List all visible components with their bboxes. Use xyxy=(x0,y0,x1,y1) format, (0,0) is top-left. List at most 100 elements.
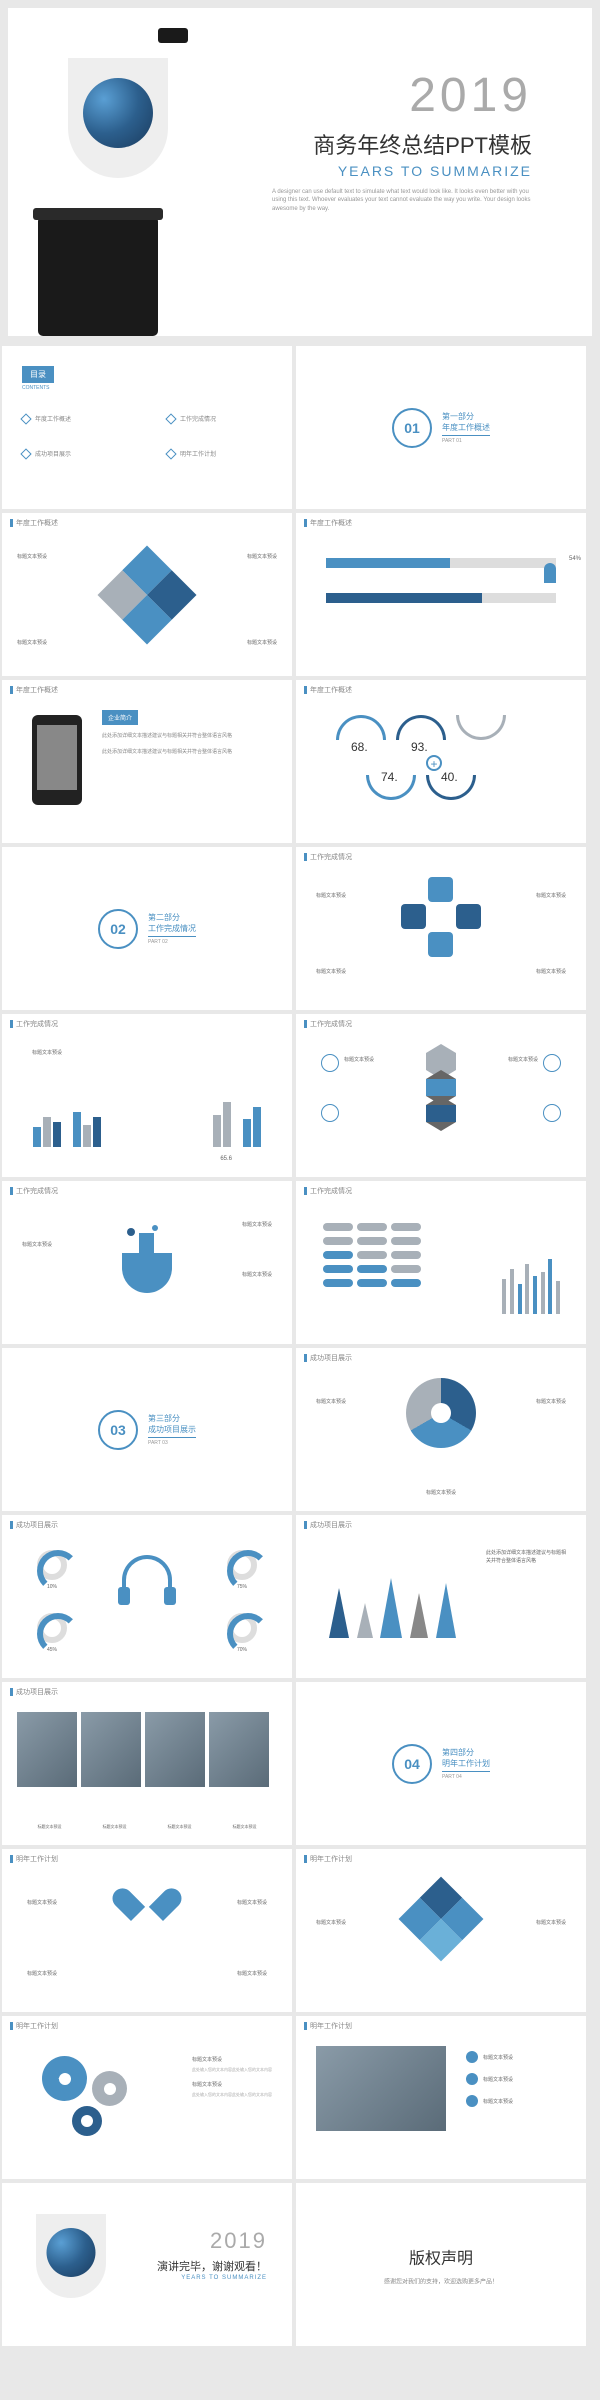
hbar-slide: 年度工作概述 54% xyxy=(296,513,586,676)
company-badge: 企业简介 xyxy=(102,710,138,725)
pills-slide: 工作完成情况 xyxy=(296,1181,586,1344)
circle-icon xyxy=(321,1054,339,1072)
gear-cluster: 45% 30% 25% xyxy=(42,2056,162,2146)
description: A designer can use default text to simul… xyxy=(272,188,532,213)
slide-header: 工作完成情况 xyxy=(304,1019,352,1029)
bullet-icon xyxy=(466,2073,478,2085)
part-label: PART 03 xyxy=(148,1440,196,1446)
circle-icon xyxy=(543,1054,561,1072)
slide-header: 明年工作计划 xyxy=(10,2021,58,2031)
pill-grid xyxy=(321,1221,423,1291)
content-item: 年度工作概述 xyxy=(22,414,127,423)
slide-header: 成功项目展示 xyxy=(304,1520,352,1530)
bullet-icon xyxy=(466,2051,478,2063)
gears-slide: 明年工作计划 45% 30% 25% 标题文本预设 此处输入您的文本内容此处输入… xyxy=(2,2016,292,2179)
part-label: PART 04 xyxy=(442,1774,490,1780)
slide-header: 明年工作计划 xyxy=(304,1854,352,1864)
part-title: 第二部分工作完成情况 xyxy=(148,912,196,937)
donut-chart xyxy=(37,1613,67,1643)
main-title: 商务年终总结PPT模板 xyxy=(313,128,532,160)
slide-header: 成功项目展示 xyxy=(10,1687,58,1697)
cross-slide: 工作完成情况 标题文本预设 标题文本预设 标题文本预设 标题文本预设 xyxy=(296,847,586,1010)
plus-icon: + xyxy=(426,755,442,771)
slide-header: 工作完成情况 xyxy=(10,1019,58,1029)
part-number: 02 xyxy=(98,909,138,949)
circle-icon xyxy=(543,1104,561,1122)
vbars-slide: 工作完成情况 标题文本预设 65.6 xyxy=(2,1014,292,1177)
slide-header: 工作完成情况 xyxy=(304,852,352,862)
heart-slide: 明年工作计划 标题文本预设 标题文本预设 标题文本预设 标题文本预设 xyxy=(2,1849,292,2012)
headphone-slide: 成功项目展示 10% 75% 45% 70% xyxy=(2,1515,292,1678)
hex-slide: 工作完成情况 .hex.gray::before{border-bottom-c… xyxy=(296,1014,586,1177)
arc-chart xyxy=(456,715,506,740)
part-number: 01 xyxy=(392,408,432,448)
headphone-icon xyxy=(122,1555,172,1595)
part-title: 第三部分成功项目展示 xyxy=(148,1413,196,1438)
part-03-slide: 03 第三部分成功项目展示 PART 03 xyxy=(2,1348,292,1511)
arc-chart xyxy=(396,715,446,740)
year-text: 2019 xyxy=(409,68,532,123)
hex-column: .hex.gray::before{border-bottom-color:#a… xyxy=(426,1044,456,1131)
contents-label: 目录 xyxy=(22,366,54,383)
end-text: 演讲完毕，谢谢观看！ xyxy=(157,2258,267,2274)
photo-icons-slide: 明年工作计划 标题文本预设 标题文本预设 标题文本预设 xyxy=(296,2016,586,2179)
part-title: 第四部分明年工作计划 xyxy=(442,1747,490,1772)
part-label: PART 02 xyxy=(148,939,196,945)
globe-image xyxy=(22,2193,120,2319)
pie-slide: 成功项目展示 标题文本预设 标题文本预设 标题文本预设 xyxy=(296,1348,586,1511)
flask-slide: 工作完成情况 标题文本预设 标题文本预设 标题文本预设 xyxy=(2,1181,292,1344)
box-slide: 明年工作计划 标题文本预设 标题文本预设 xyxy=(296,1849,586,2012)
end-sub: YEARS TO SUMMARIZE xyxy=(181,2275,267,2281)
trash-image xyxy=(38,216,158,336)
donut-chart xyxy=(227,1613,257,1643)
slide-header: 年度工作概述 xyxy=(10,685,58,695)
contents-slide: 目录 CONTENTS 年度工作概述 工作完成情况 成功项目展示 明年工作计划 xyxy=(2,346,292,509)
part-label: PART 01 xyxy=(442,438,490,444)
content-item: 成功项目展示 xyxy=(22,449,127,458)
end-year: 2019 xyxy=(210,2228,267,2254)
end-slide: 2019 演讲完毕，谢谢观看！ YEARS TO SUMMARIZE xyxy=(2,2183,292,2346)
copyright-title: 版权声明 xyxy=(384,2244,498,2268)
puzzle-label: 标题文本预设 xyxy=(17,553,47,560)
part-01-slide: 01 第一部分年度工作概述 PART 01 xyxy=(296,346,586,509)
thin-bars xyxy=(501,1259,561,1314)
puzzle-label: 标题文本预设 xyxy=(247,553,277,560)
slide-header: 明年工作计划 xyxy=(10,1854,58,1864)
subtitle: YEARS TO SUMMARIZE xyxy=(338,163,532,179)
slide-header: 工作完成情况 xyxy=(304,1186,352,1196)
triangle-chart xyxy=(326,1578,459,1638)
puzzle-diagram xyxy=(98,545,197,644)
circle-icon xyxy=(321,1104,339,1122)
bullet-icon xyxy=(466,2095,478,2107)
slide-header: 年度工作概述 xyxy=(304,518,352,528)
part-number: 04 xyxy=(392,1744,432,1784)
arc-chart xyxy=(336,715,386,740)
slide-header: 年度工作概述 xyxy=(10,518,58,528)
arcs-slide: 年度工作概述 68. 93. 74. 40. + xyxy=(296,680,586,843)
photos-slide: 成功项目展示 标题文本预设标题文本预设标题文本预设标题文本预设 xyxy=(2,1682,292,1845)
progress-bar xyxy=(326,593,556,603)
phone-slide: 年度工作概述 企业简介 此处添加详细文本描述建议与标题相关并符合整体语言风格 此… xyxy=(2,680,292,843)
part-02-slide: 02 第二部分工作完成情况 PART 02 xyxy=(2,847,292,1010)
part-title: 第一部分年度工作概述 xyxy=(442,411,490,436)
box-diagram xyxy=(399,1877,484,1962)
progress-bar: 54% xyxy=(326,558,556,568)
title-slide: 2019 商务年终总结PPT模板 YEARS TO SUMMARIZE A de… xyxy=(8,8,592,336)
copyright-desc: 感谢您对我们的支持，欢迎选购更多产品！ xyxy=(384,2276,498,2285)
content-item: 明年工作计划 xyxy=(167,449,272,458)
photo-row xyxy=(17,1712,269,1787)
copyright-slide: 版权声明 感谢您对我们的支持，欢迎选购更多产品！ xyxy=(296,2183,586,2346)
globe-image xyxy=(48,28,188,208)
photo-large xyxy=(316,2046,446,2131)
puzzle-slide: 年度工作概述 标题文本预设 标题文本预设 标题文本预设 标题文本预设 xyxy=(2,513,292,676)
donut-chart xyxy=(37,1550,67,1580)
person-icon xyxy=(544,563,556,583)
cross-diagram xyxy=(401,877,481,957)
slide-header: 工作完成情况 xyxy=(10,1186,58,1196)
slide-header: 成功项目展示 xyxy=(10,1520,58,1530)
part-04-slide: 04 第四部分明年工作计划 PART 04 xyxy=(296,1682,586,1845)
content-item: 工作完成情况 xyxy=(167,414,272,423)
contents-sublabel: CONTENTS xyxy=(22,385,272,391)
company-desc: 此处添加详细文本描述建议与标题相关并符合整体语言风格 xyxy=(102,733,272,741)
puzzle-label: 标题文本预设 xyxy=(247,639,277,646)
